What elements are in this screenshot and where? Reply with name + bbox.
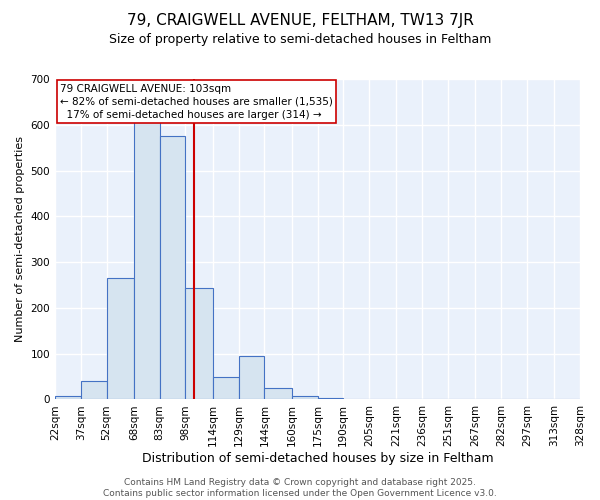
Bar xyxy=(107,278,134,400)
Bar xyxy=(292,396,317,400)
Bar xyxy=(239,356,265,400)
Text: 79, CRAIGWELL AVENUE, FELTHAM, TW13 7JR: 79, CRAIGWELL AVENUE, FELTHAM, TW13 7JR xyxy=(127,12,473,28)
X-axis label: Distribution of semi-detached houses by size in Feltham: Distribution of semi-detached houses by … xyxy=(142,452,493,465)
Y-axis label: Number of semi-detached properties: Number of semi-detached properties xyxy=(15,136,25,342)
Bar xyxy=(55,396,81,400)
Bar xyxy=(185,288,213,400)
Bar xyxy=(160,136,185,400)
Bar xyxy=(134,116,160,400)
Bar xyxy=(213,376,239,400)
Text: 79 CRAIGWELL AVENUE: 103sqm
← 82% of semi-detached houses are smaller (1,535)
  : 79 CRAIGWELL AVENUE: 103sqm ← 82% of sem… xyxy=(60,84,333,120)
Bar xyxy=(81,381,107,400)
Text: Size of property relative to semi-detached houses in Feltham: Size of property relative to semi-detach… xyxy=(109,32,491,46)
Text: Contains HM Land Registry data © Crown copyright and database right 2025.
Contai: Contains HM Land Registry data © Crown c… xyxy=(103,478,497,498)
Bar xyxy=(317,398,343,400)
Bar xyxy=(265,388,292,400)
